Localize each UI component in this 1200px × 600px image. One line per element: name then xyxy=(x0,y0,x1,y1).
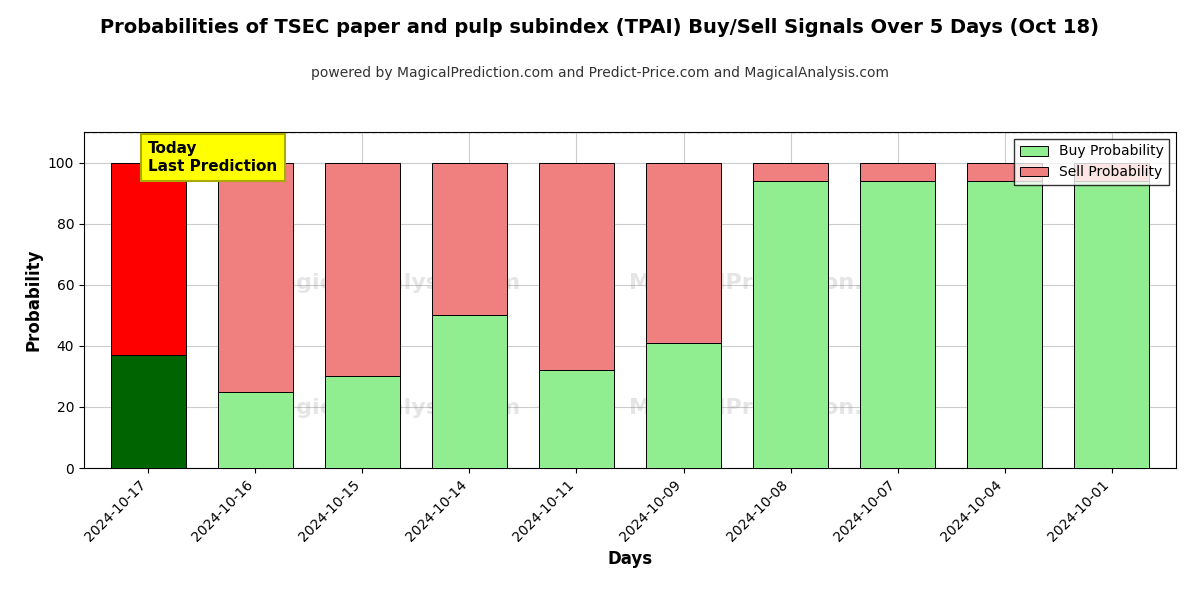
Bar xyxy=(110,163,186,355)
Bar xyxy=(432,163,506,315)
Bar xyxy=(754,181,828,468)
Bar xyxy=(646,163,721,343)
Text: MagicalAnalysis.com: MagicalAnalysis.com xyxy=(259,398,521,418)
Bar xyxy=(967,181,1042,468)
Bar xyxy=(1074,163,1150,181)
Bar xyxy=(539,370,614,468)
Bar xyxy=(325,376,400,468)
Bar xyxy=(860,163,935,181)
Bar xyxy=(110,355,186,468)
Legend: Buy Probability, Sell Probability: Buy Probability, Sell Probability xyxy=(1014,139,1169,185)
Text: Today
Last Prediction: Today Last Prediction xyxy=(149,141,277,173)
Bar xyxy=(432,315,506,468)
Text: Probabilities of TSEC paper and pulp subindex (TPAI) Buy/Sell Signals Over 5 Day: Probabilities of TSEC paper and pulp sub… xyxy=(101,18,1099,37)
Bar xyxy=(539,163,614,370)
Bar xyxy=(646,343,721,468)
Text: powered by MagicalPrediction.com and Predict-Price.com and MagicalAnalysis.com: powered by MagicalPrediction.com and Pre… xyxy=(311,66,889,80)
Bar xyxy=(218,163,293,392)
Text: MagicalAnalysis.com: MagicalAnalysis.com xyxy=(259,273,521,293)
Bar xyxy=(754,163,828,181)
Bar xyxy=(218,392,293,468)
Bar xyxy=(1074,181,1150,468)
Text: MagicalPrediction.com: MagicalPrediction.com xyxy=(629,398,914,418)
X-axis label: Days: Days xyxy=(607,550,653,568)
Bar xyxy=(325,163,400,376)
Y-axis label: Probability: Probability xyxy=(24,249,42,351)
Bar xyxy=(967,163,1042,181)
Text: MagicalPrediction.com: MagicalPrediction.com xyxy=(629,273,914,293)
Bar xyxy=(860,181,935,468)
